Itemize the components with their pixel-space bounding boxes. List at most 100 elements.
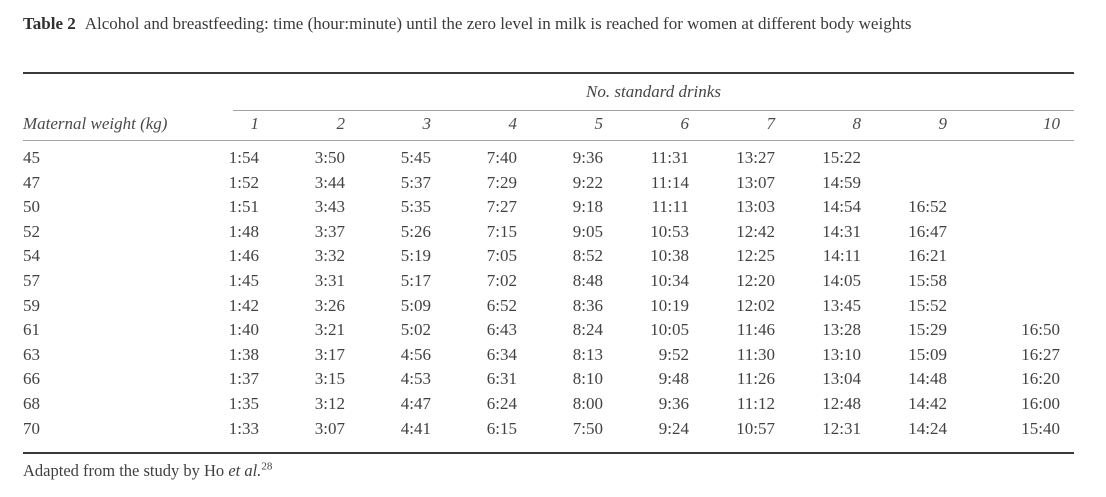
maternal-weight-value: 52 (23, 221, 40, 241)
time-cell (947, 171, 1074, 196)
table-row: 66 1:37 3:15 4:53 6:31 8:10 9:48 11:26 13:04 14:4… (23, 367, 1074, 392)
time-cell: 1:52 (228, 172, 259, 192)
time-cell (947, 195, 1074, 220)
time-cell: 16:20 (1021, 369, 1060, 389)
time-cell: 12:25 (736, 246, 775, 266)
table-row: 57 1:45 3:31 5:17 7:02 8:48 10:34 12:20 14:05 15:… (23, 269, 1074, 294)
column-header-9: 9 (861, 114, 947, 141)
time-cell: 13:04 (822, 369, 861, 389)
time-cell: 6:31 (486, 369, 517, 389)
time-cell: 15:09 (908, 344, 947, 364)
time-cell (947, 269, 1074, 294)
time-cell: 3:31 (314, 270, 345, 290)
time-cell: 7:29 (486, 172, 517, 192)
time-cell: 5:45 (400, 148, 431, 167)
table-row: 45 1:54 3:50 5:45 7:40 9:36 11:31 13:27 15:22 (23, 141, 1074, 171)
time-cell: 7:15 (486, 221, 517, 241)
column-header-7: 7 (689, 114, 775, 141)
time-cell: 12:48 (822, 393, 861, 413)
table-footnote: Adapted from the study by Ho et al.28 (23, 461, 272, 481)
table-caption: Table 2 Alcohol and breastfeeding: time (… (23, 12, 1081, 35)
time-cell: 15:40 (1021, 418, 1060, 438)
footnote-reference-number: 28 (261, 460, 273, 473)
time-cell: 8:13 (572, 344, 603, 364)
time-cell: 16:50 (1021, 320, 1060, 340)
table-row: 68 1:35 3:12 4:47 6:24 8:00 9:36 11:12 12:48 14:4… (23, 392, 1074, 417)
column-header-4: 4 (431, 114, 517, 141)
time-cell: 14:59 (822, 172, 861, 192)
time-cell: 8:10 (572, 369, 603, 389)
table-row: 47 1:52 3:44 5:37 7:29 9:22 11:14 13:07 14:59 (23, 171, 1074, 196)
time-cell: 3:26 (314, 295, 345, 315)
column-header-8: 8 (775, 114, 861, 141)
time-cell: 4:41 (400, 418, 431, 438)
time-cell (947, 220, 1074, 245)
time-cell: 11:11 (651, 197, 689, 217)
time-cell: 3:44 (314, 172, 345, 192)
time-cell: 9:18 (572, 197, 603, 217)
time-cell: 9:52 (658, 344, 689, 364)
column-spanner-label: No. standard drinks (586, 82, 721, 101)
table-caption-text: Alcohol and breastfeeding: time (hour:mi… (84, 14, 912, 33)
time-cell: 10:53 (650, 221, 689, 241)
time-cell: 13:03 (736, 197, 775, 217)
time-cell: 10:05 (650, 320, 689, 340)
column-header-1: 1 (173, 114, 259, 141)
time-cell: 8:36 (572, 295, 603, 315)
time-cell: 11:30 (736, 344, 775, 364)
time-cell: 7:05 (486, 246, 517, 266)
time-cell: 4:56 (400, 344, 431, 364)
time-cell: 13:27 (736, 148, 775, 167)
time-cell: 3:07 (314, 418, 345, 438)
time-cell: 5:35 (400, 197, 431, 217)
time-cell: 3:32 (314, 246, 345, 266)
time-cell: 14:31 (822, 221, 861, 241)
column-header-row: Maternal weight (kg) 1 2 3 4 5 6 7 8 9 10 (23, 114, 1074, 141)
time-cell: 9:48 (658, 369, 689, 389)
time-cell: 6:52 (486, 295, 517, 315)
time-cell: 1:37 (228, 369, 259, 389)
maternal-weight-value: 47 (23, 172, 40, 192)
time-cell: 12:31 (822, 418, 861, 438)
time-cell: 14:54 (822, 197, 861, 217)
time-cell: 3:21 (314, 320, 345, 340)
time-cell: 13:10 (822, 344, 861, 364)
data-table: Maternal weight (kg) 1 2 3 4 5 6 7 8 9 10 45 1:54 3… (23, 114, 1074, 441)
maternal-weight-value: 70 (23, 418, 40, 438)
footnote-text: Adapted from the study by Ho (23, 461, 229, 480)
time-cell: 5:19 (400, 246, 431, 266)
time-cell: 9:36 (658, 393, 689, 413)
maternal-weight-value: 54 (23, 246, 40, 266)
column-header-3: 3 (345, 114, 431, 141)
time-cell: 4:47 (400, 393, 431, 413)
column-header-6: 6 (603, 114, 689, 141)
time-cell (947, 141, 1074, 171)
time-cell: 8:00 (572, 393, 603, 413)
time-cell: 9:05 (572, 221, 603, 241)
time-cell: 3:15 (314, 369, 345, 389)
time-cell: 16:47 (908, 221, 947, 241)
time-cell: 13:28 (822, 320, 861, 340)
time-cell: 6:15 (486, 418, 517, 438)
column-header-5: 5 (517, 114, 603, 141)
time-cell: 7:50 (572, 418, 603, 438)
maternal-weight-value: 63 (23, 344, 40, 364)
time-cell: 15:29 (908, 320, 947, 340)
time-cell: 11:12 (736, 393, 775, 413)
spanner-rule (233, 110, 1074, 111)
time-cell: 15:52 (908, 295, 947, 315)
table-row: 54 1:46 3:32 5:19 7:05 8:52 10:38 12:25 14:11 16:… (23, 244, 1074, 269)
time-cell: 12:42 (736, 221, 775, 241)
time-cell: 11:31 (650, 148, 689, 167)
table-row: 52 1:48 3:37 5:26 7:15 9:05 10:53 12:42 14:31 16:… (23, 220, 1074, 245)
time-cell: 1:40 (228, 320, 259, 340)
time-cell: 16:21 (908, 246, 947, 266)
time-cell (947, 244, 1074, 269)
time-cell (861, 171, 947, 196)
time-cell: 12:20 (736, 270, 775, 290)
time-cell: 1:35 (228, 393, 259, 413)
time-cell: 7:02 (486, 270, 517, 290)
time-cell: 1:38 (228, 344, 259, 364)
time-cell: 1:51 (228, 197, 259, 217)
